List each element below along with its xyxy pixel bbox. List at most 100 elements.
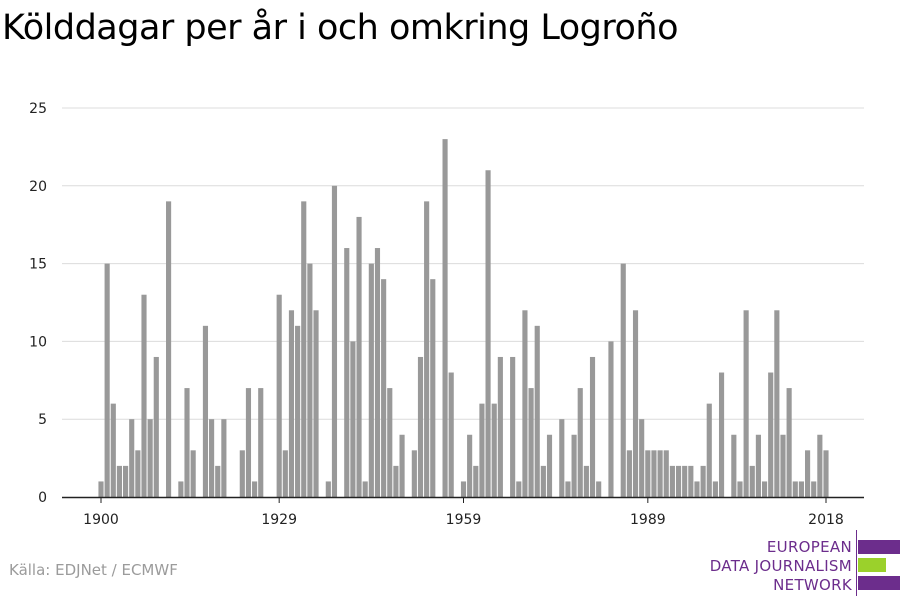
bar-1962: [479, 403, 485, 497]
bar-1919: [215, 465, 221, 497]
y-tick-label: 25: [29, 101, 47, 117]
bar-1994: [675, 465, 682, 497]
bar-1933: [301, 201, 307, 498]
bar-2000: [712, 481, 718, 497]
bar-1925: [252, 481, 258, 497]
bar-1967: [510, 356, 516, 497]
bar-1918: [209, 419, 215, 497]
bar-1930: [282, 450, 288, 497]
bar-1996: [688, 465, 694, 497]
bar-2018: [823, 450, 829, 497]
logo-divider: [856, 530, 857, 596]
bar-1904: [123, 465, 129, 497]
bar-1954: [430, 279, 436, 497]
logo-bar-purple-bottom: [858, 576, 900, 590]
bar-1983: [608, 341, 614, 497]
bar-2005: [743, 310, 749, 497]
x-tick-label: 1989: [630, 512, 666, 528]
y-tick-label: 20: [29, 179, 47, 195]
bar-1993: [669, 465, 675, 497]
bar-1909: [153, 356, 159, 497]
gridlines: [62, 107, 864, 420]
bar-1989: [645, 450, 651, 497]
bar-1963: [485, 170, 491, 498]
x-tick-label: 1929: [261, 512, 297, 528]
bar-1903: [116, 465, 122, 497]
bar-2006: [749, 465, 755, 497]
bar-1970: [528, 388, 534, 497]
bar-1942: [356, 216, 362, 498]
bar-2013: [792, 481, 798, 497]
bar-1951: [411, 450, 417, 497]
bar-2011: [780, 434, 786, 497]
bar-1997: [694, 481, 700, 497]
bar-1990: [651, 450, 657, 497]
bar-1965: [497, 356, 503, 497]
bar-2009: [768, 372, 774, 497]
chart-title: Kölddagar per år i och omkring Logroño: [2, 8, 679, 48]
bar-1957: [448, 372, 454, 497]
bar-1902: [110, 403, 116, 497]
bar-1944: [368, 263, 374, 497]
bar-1911: [166, 201, 172, 498]
bar-2014: [798, 481, 804, 497]
bar-1935: [313, 310, 319, 497]
source-note: Källa: EDJNet / ECMWF: [9, 561, 178, 579]
bar-1995: [682, 465, 688, 497]
bar-1932: [295, 325, 301, 497]
bar-2010: [774, 310, 780, 497]
bar-1901: [104, 263, 110, 497]
logo-bar-green: [858, 558, 886, 572]
bar-1998: [700, 465, 706, 497]
logo-text-line1: EUROPEAN: [766, 538, 852, 556]
bar-1915: [190, 450, 196, 497]
bar-1980: [589, 356, 596, 497]
bar-1999: [706, 403, 712, 497]
bar-1991: [657, 450, 663, 497]
bar-1906: [135, 450, 141, 497]
bar-1977: [571, 434, 577, 497]
x-tick-label: 2018: [808, 512, 844, 528]
bar-2003: [731, 434, 737, 497]
bar-1972: [540, 465, 546, 497]
bar-1940: [344, 248, 350, 497]
bar-1976: [565, 481, 571, 497]
bar-1992: [663, 450, 669, 497]
bar-1985: [620, 263, 626, 497]
bar-2007: [755, 434, 761, 497]
bar-1900: [98, 481, 104, 497]
bar-1978: [577, 388, 583, 497]
bar-1949: [399, 434, 405, 497]
bar-1948: [393, 465, 399, 497]
bar-1952: [417, 356, 424, 497]
axes: 0 5 10 15 20 25 1900 1929 1959 1989 2018: [29, 101, 864, 528]
bar-1943: [362, 481, 368, 497]
y-tick-label: 0: [38, 490, 47, 506]
bar-1946: [381, 279, 387, 497]
bar-1920: [221, 419, 227, 497]
bar-1924: [245, 388, 252, 497]
bar-1945: [374, 248, 381, 497]
edj-logo: EUROPEAN DATA JOURNALISM NETWORK: [710, 530, 900, 596]
bar-2015: [805, 450, 811, 497]
bar-1938: [331, 185, 338, 498]
logo-bar-purple-top: [858, 540, 900, 554]
bar-2016: [811, 481, 817, 497]
bar-1969: [522, 310, 528, 497]
logo-text-line2: DATA JOURNALISM: [709, 557, 852, 575]
x-tick-label: 1959: [446, 512, 482, 528]
bar-1905: [129, 419, 135, 497]
bar-1971: [534, 325, 540, 497]
y-tick-label: 5: [38, 412, 47, 428]
bar-1937: [325, 481, 331, 497]
bar-1981: [596, 481, 602, 497]
bar-1913: [178, 481, 184, 497]
bar-2001: [718, 372, 725, 497]
bar-1960: [467, 434, 473, 497]
bar-1926: [258, 388, 264, 497]
bar-1959: [460, 481, 467, 497]
bar-1956: [442, 139, 448, 497]
bar-1973: [546, 434, 553, 497]
bar-1923: [239, 450, 245, 497]
